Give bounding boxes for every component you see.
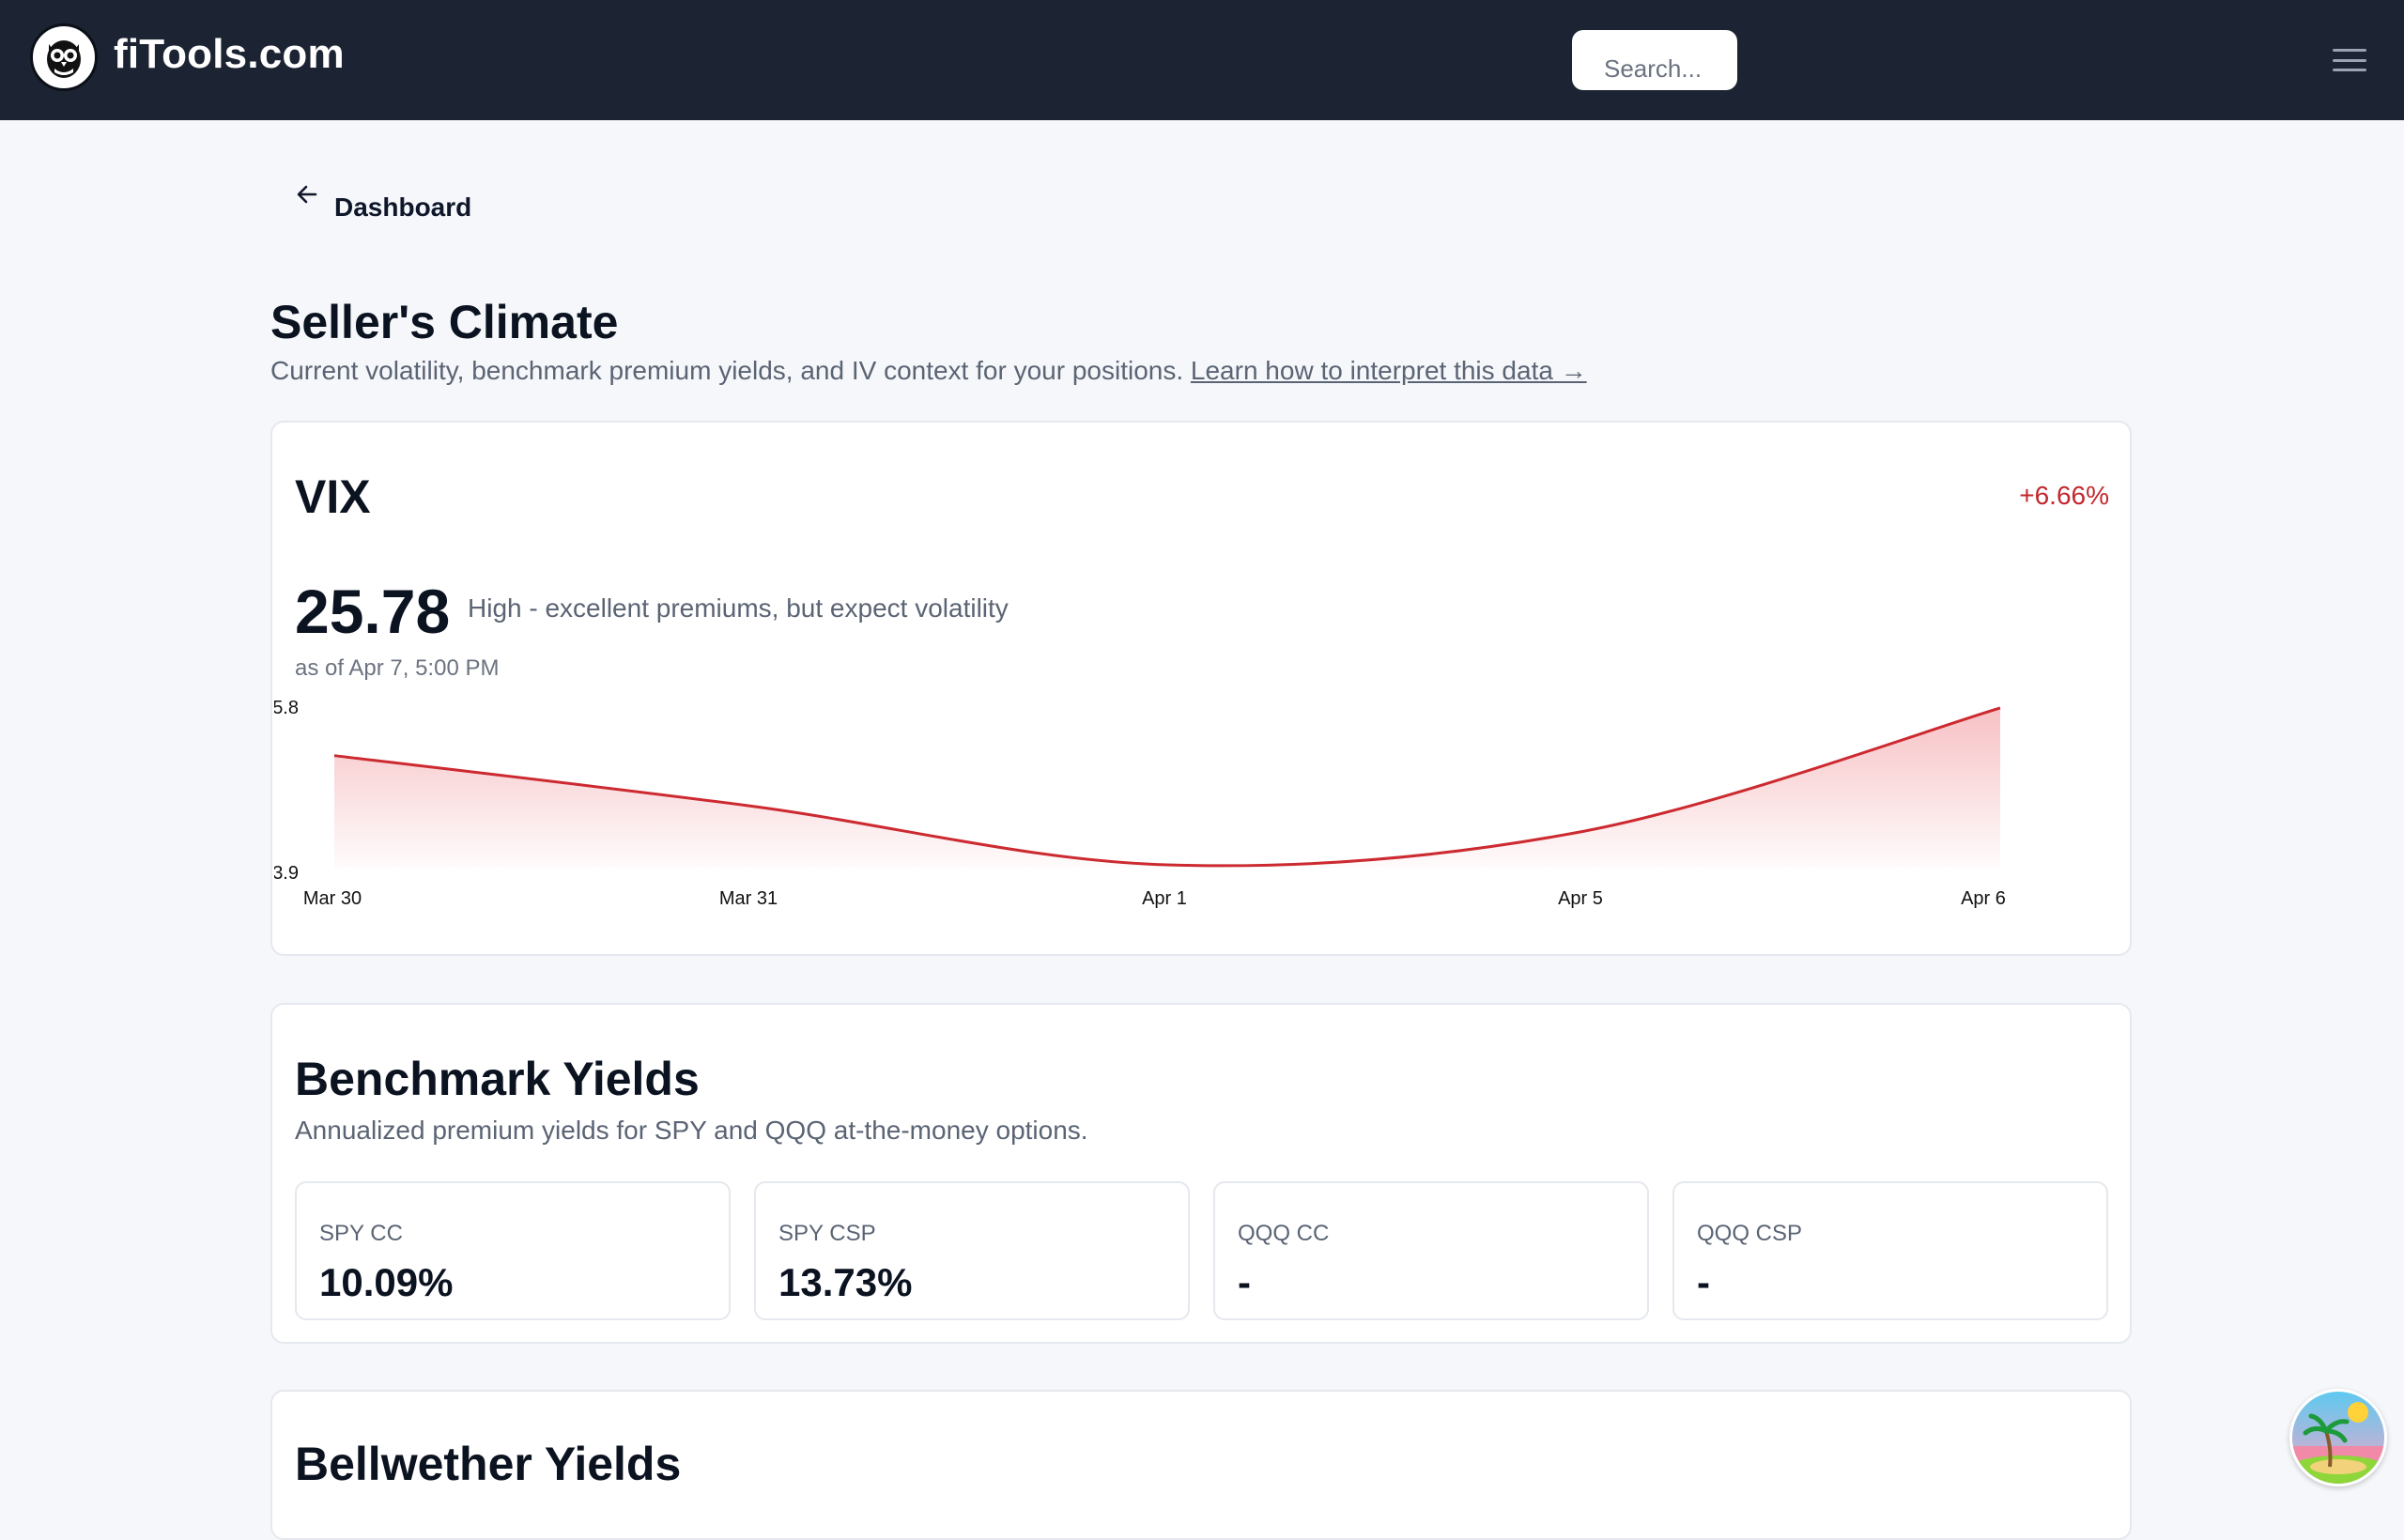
page-subtitle-text: Current volatility, benchmark premium yi… bbox=[270, 356, 1184, 385]
yield-tile-spy-cc: SPY CC 10.09% bbox=[295, 1181, 731, 1320]
bellwether-yields-card: Bellwether Yields bbox=[270, 1390, 2132, 1540]
yield-tile-qqq-csp: QQQ CSP - bbox=[1672, 1181, 2108, 1320]
vix-change-badge: +6.66% bbox=[2019, 481, 2109, 510]
benchmark-yields-card: Benchmark Yields Annualized premium yiel… bbox=[270, 1003, 2132, 1344]
vix-description: High - excellent premiums, but expect vo… bbox=[468, 593, 1009, 623]
yield-tile-label: QQQ CC bbox=[1238, 1221, 1330, 1246]
brand-name[interactable]: fiTools.com bbox=[114, 31, 345, 77]
x-tick-label: Mar 31 bbox=[719, 888, 778, 909]
vix-timestamp: as of Apr 7, 5:00 PM bbox=[295, 655, 500, 681]
y-tick-label: 5.8 bbox=[274, 698, 299, 718]
bellwether-title: Bellwether Yields bbox=[295, 1438, 682, 1490]
x-tick-label: Mar 30 bbox=[303, 888, 362, 909]
yield-tile-value: 13.73% bbox=[778, 1260, 913, 1304]
benchmark-title: Benchmark Yields bbox=[295, 1053, 700, 1105]
yield-tile-value: - bbox=[1238, 1260, 1251, 1304]
vix-series-line bbox=[333, 706, 2001, 868]
page-subtitle: Current volatility, benchmark premium yi… bbox=[270, 356, 1587, 386]
x-tick-label: Apr 1 bbox=[1142, 888, 1187, 909]
y-tick-label: 3.9 bbox=[274, 863, 299, 884]
hamburger-menu-icon[interactable] bbox=[2321, 41, 2378, 79]
yield-tile-qqq-cc: QQQ CC - bbox=[1213, 1181, 1649, 1320]
yield-tile-label: SPY CC bbox=[319, 1221, 403, 1246]
yield-tile-value: - bbox=[1697, 1260, 1710, 1304]
vix-title: VIX bbox=[295, 470, 371, 523]
top-navbar: fiTools.com Search... bbox=[0, 0, 2404, 120]
yield-tile-value: 10.09% bbox=[319, 1260, 454, 1304]
vix-card: VIX +6.66% 25.78 High - excellent premiu… bbox=[270, 421, 2132, 956]
beach-avatar[interactable] bbox=[2289, 1389, 2387, 1486]
learn-more-link[interactable]: Learn how to interpret this data → bbox=[1190, 356, 1587, 385]
vix-area-fill bbox=[334, 707, 2000, 868]
back-to-dashboard-link[interactable]: Dashboard bbox=[334, 192, 472, 222]
x-tick-label: Apr 5 bbox=[1558, 888, 1603, 909]
owl-logo-icon[interactable] bbox=[30, 23, 98, 91]
x-tick-label: Apr 6 bbox=[1961, 888, 2006, 909]
yield-tile-spy-csp: SPY CSP 13.73% bbox=[754, 1181, 1190, 1320]
page-title: Seller's Climate bbox=[270, 296, 619, 348]
yield-tile-label: SPY CSP bbox=[778, 1221, 876, 1246]
vix-value: 25.78 bbox=[295, 577, 451, 646]
search-input[interactable]: Search... bbox=[1572, 30, 1737, 90]
benchmark-subtitle: Annualized premium yields for SPY and QQ… bbox=[295, 1116, 1088, 1145]
yield-tile-label: QQQ CSP bbox=[1697, 1221, 1803, 1246]
arrow-left-icon[interactable] bbox=[293, 180, 321, 208]
